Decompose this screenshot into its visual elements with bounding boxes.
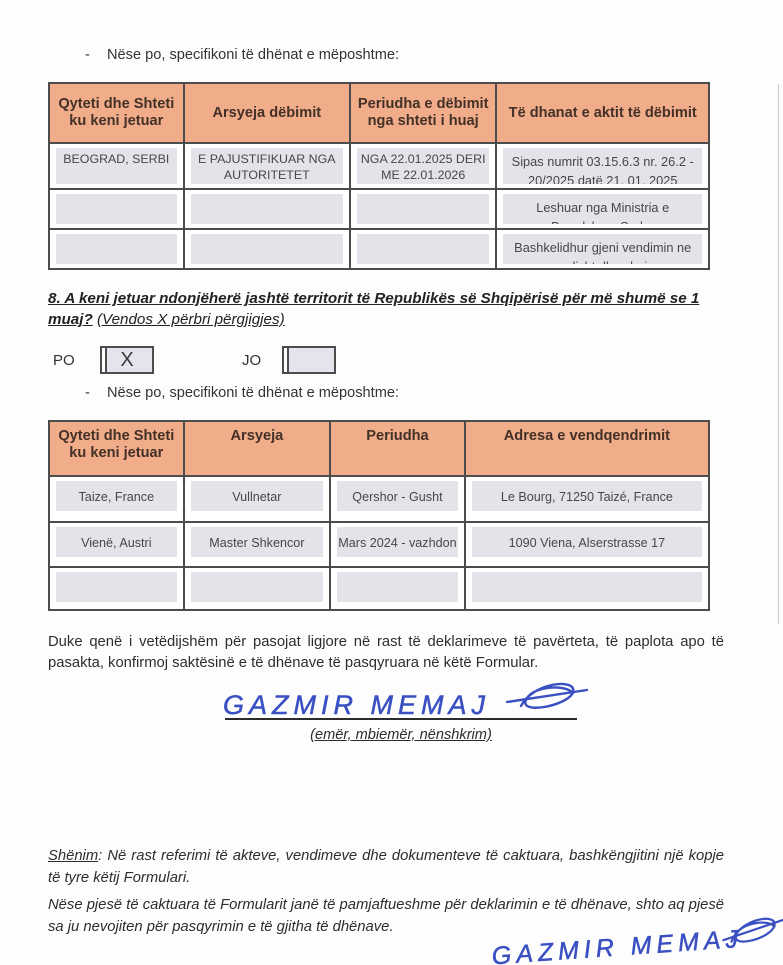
col-header-address: Adresa e vendqendrimit [463,420,711,477]
signature-flourish-icon [722,917,783,943]
table-row: Vienë, Austri Master Shkencor Mars 2024 … [48,521,711,568]
cell-reason[interactable]: E PAJUSTIFIKUAR NGA AUTORITETET [190,148,343,184]
col-header-city-state: Qyteti dhe Shteti ku keni jetuar [48,420,185,477]
intro-line-1: - Nëse po, specifikoni të dhënat e mëpos… [85,47,399,63]
cell-period[interactable] [356,234,490,264]
deportation-table-wrap: Qyteti dhe Shteti ku keni jetuar Arsyeja… [48,82,710,270]
cell-period[interactable]: Mars 2024 - vazhdon [337,527,458,557]
cell-reason[interactable] [190,572,324,602]
question-8-hint: (Vendos X përbri përgjigjes) [96,311,285,328]
table-row [48,566,711,611]
jo-checkbox[interactable] [282,346,336,374]
cell-city-state[interactable] [56,572,177,602]
residence-table: Qyteti dhe Shteti ku keni jetuar Arsyeja… [48,420,711,611]
deportation-table: Qyteti dhe Shteti ku keni jetuar Arsyeja… [48,82,710,270]
note-1-text: : Në rast referimi të akteve, vendimeve … [48,848,724,886]
cell-city-state[interactable] [56,194,177,224]
signature-name-text: GAZMIR MEMAJ [223,690,490,720]
intro-text: Nëse po, specifikoni të dhënat e mëposht… [107,385,400,401]
note-1: Shënim: Në rast referimi të akteve, vend… [48,845,724,889]
cell-address[interactable] [471,572,702,602]
table-row: BEOGRAD, SERBI E PAJUSTIFIKUAR NGA AUTOR… [48,142,710,190]
po-checkbox[interactable]: X [100,346,154,374]
intro-line-2: - Nëse po, specifikoni të dhënat e mëpos… [85,385,399,401]
signature: GAZMIR MEMAJ [215,676,595,726]
list-dash: - [85,385,90,401]
footer-signature: GAZMIR MEMAJ [488,908,783,965]
footer-signature-ink: GAZMIR MEMAJ [491,917,783,965]
note-1-lead: Shënim [48,848,99,864]
cell-act-data[interactable]: Leshuar nga Ministria e Brendshme Serbe [503,194,702,224]
po-label: PO [53,351,75,369]
col-header-reason: Arsyeja dëbimit [182,82,351,144]
cell-period[interactable] [337,572,458,602]
col-header-period: Periudha [329,420,466,477]
col-header-act-data: Të dhanat e aktit të dëbimit [495,82,710,144]
cell-act-data[interactable]: Bashkelidhur gjeni vendimin ne anglisht … [503,234,702,264]
cell-period[interactable]: Qershor - Gusht 2006 [337,481,458,511]
intro-text: Nëse po, specifikoni të dhënat e mëposht… [107,47,400,63]
cell-reason[interactable]: Vullnetar [190,481,324,511]
cell-reason[interactable] [190,234,343,264]
cell-reason[interactable] [190,194,343,224]
signature-flourish-icon [505,682,589,709]
cell-act-data[interactable]: Sipas numrit 03.15.6.3 nr. 26.2 - 20/202… [503,148,702,184]
col-header-city-state: Qyteti dhe Shteti ku keni jetuar [48,82,185,144]
col-header-reason: Arsyeja [182,420,332,477]
cell-period[interactable]: NGA 22.01.2025 DERI ME 22.01.2026 [356,148,490,184]
question-8: 8. A keni jetuar ndonjëherë jashtë terri… [48,288,738,330]
table-row: Taize, France Vullnetar Qershor - Gusht … [48,475,711,523]
signature-ink: GAZMIR MEMAJ [223,682,589,720]
residence-table-wrap: Qyteti dhe Shteti ku keni jetuar Arsyeja… [48,420,711,611]
question-8-text: 8. A keni jetuar ndonjëherë jashtë terri… [48,290,700,328]
cell-city-state[interactable]: Taize, France [56,481,177,511]
declaration-paragraph: Duke qenë i vetëdijshëm për pasojat ligj… [48,634,724,671]
table-header-row: Qyteti dhe Shteti ku keni jetuar Arsyeja… [48,82,710,144]
cell-city-state[interactable]: BEOGRAD, SERBI [56,148,177,184]
table-header-row: Qyteti dhe Shteti ku keni jetuar Arsyeja… [48,420,711,477]
signature-caption: (emër, mbiemër, nënshkrim) [310,727,492,743]
list-dash: - [85,47,90,63]
cell-city-state[interactable] [56,234,177,264]
table-row: Bashkelidhur gjeni vendimin ne anglisht … [48,228,710,270]
table-row: Leshuar nga Ministria e Brendshme Serbe [48,188,710,230]
cell-period[interactable] [356,194,490,224]
cell-address[interactable]: 1090 Viena, Alserstrasse 17 [471,527,702,557]
signature-line [225,718,577,720]
footer-signature-name-text: GAZMIR MEMAJ [491,925,744,965]
note-2: Nëse pjesë të caktuara të Formularit jan… [48,897,724,935]
cell-address[interactable]: Le Bourg, 71250 Taizé, France [471,481,702,511]
jo-label: JO [242,351,262,369]
col-header-period: Periudha e dëbimit nga shteti i huaj [348,82,498,144]
cell-reason[interactable]: Master Shkencor [190,527,324,557]
scan-edge-artifact [778,84,779,624]
cell-city-state[interactable]: Vienë, Austri [56,527,177,557]
answer-row: PO X JO [53,346,336,374]
